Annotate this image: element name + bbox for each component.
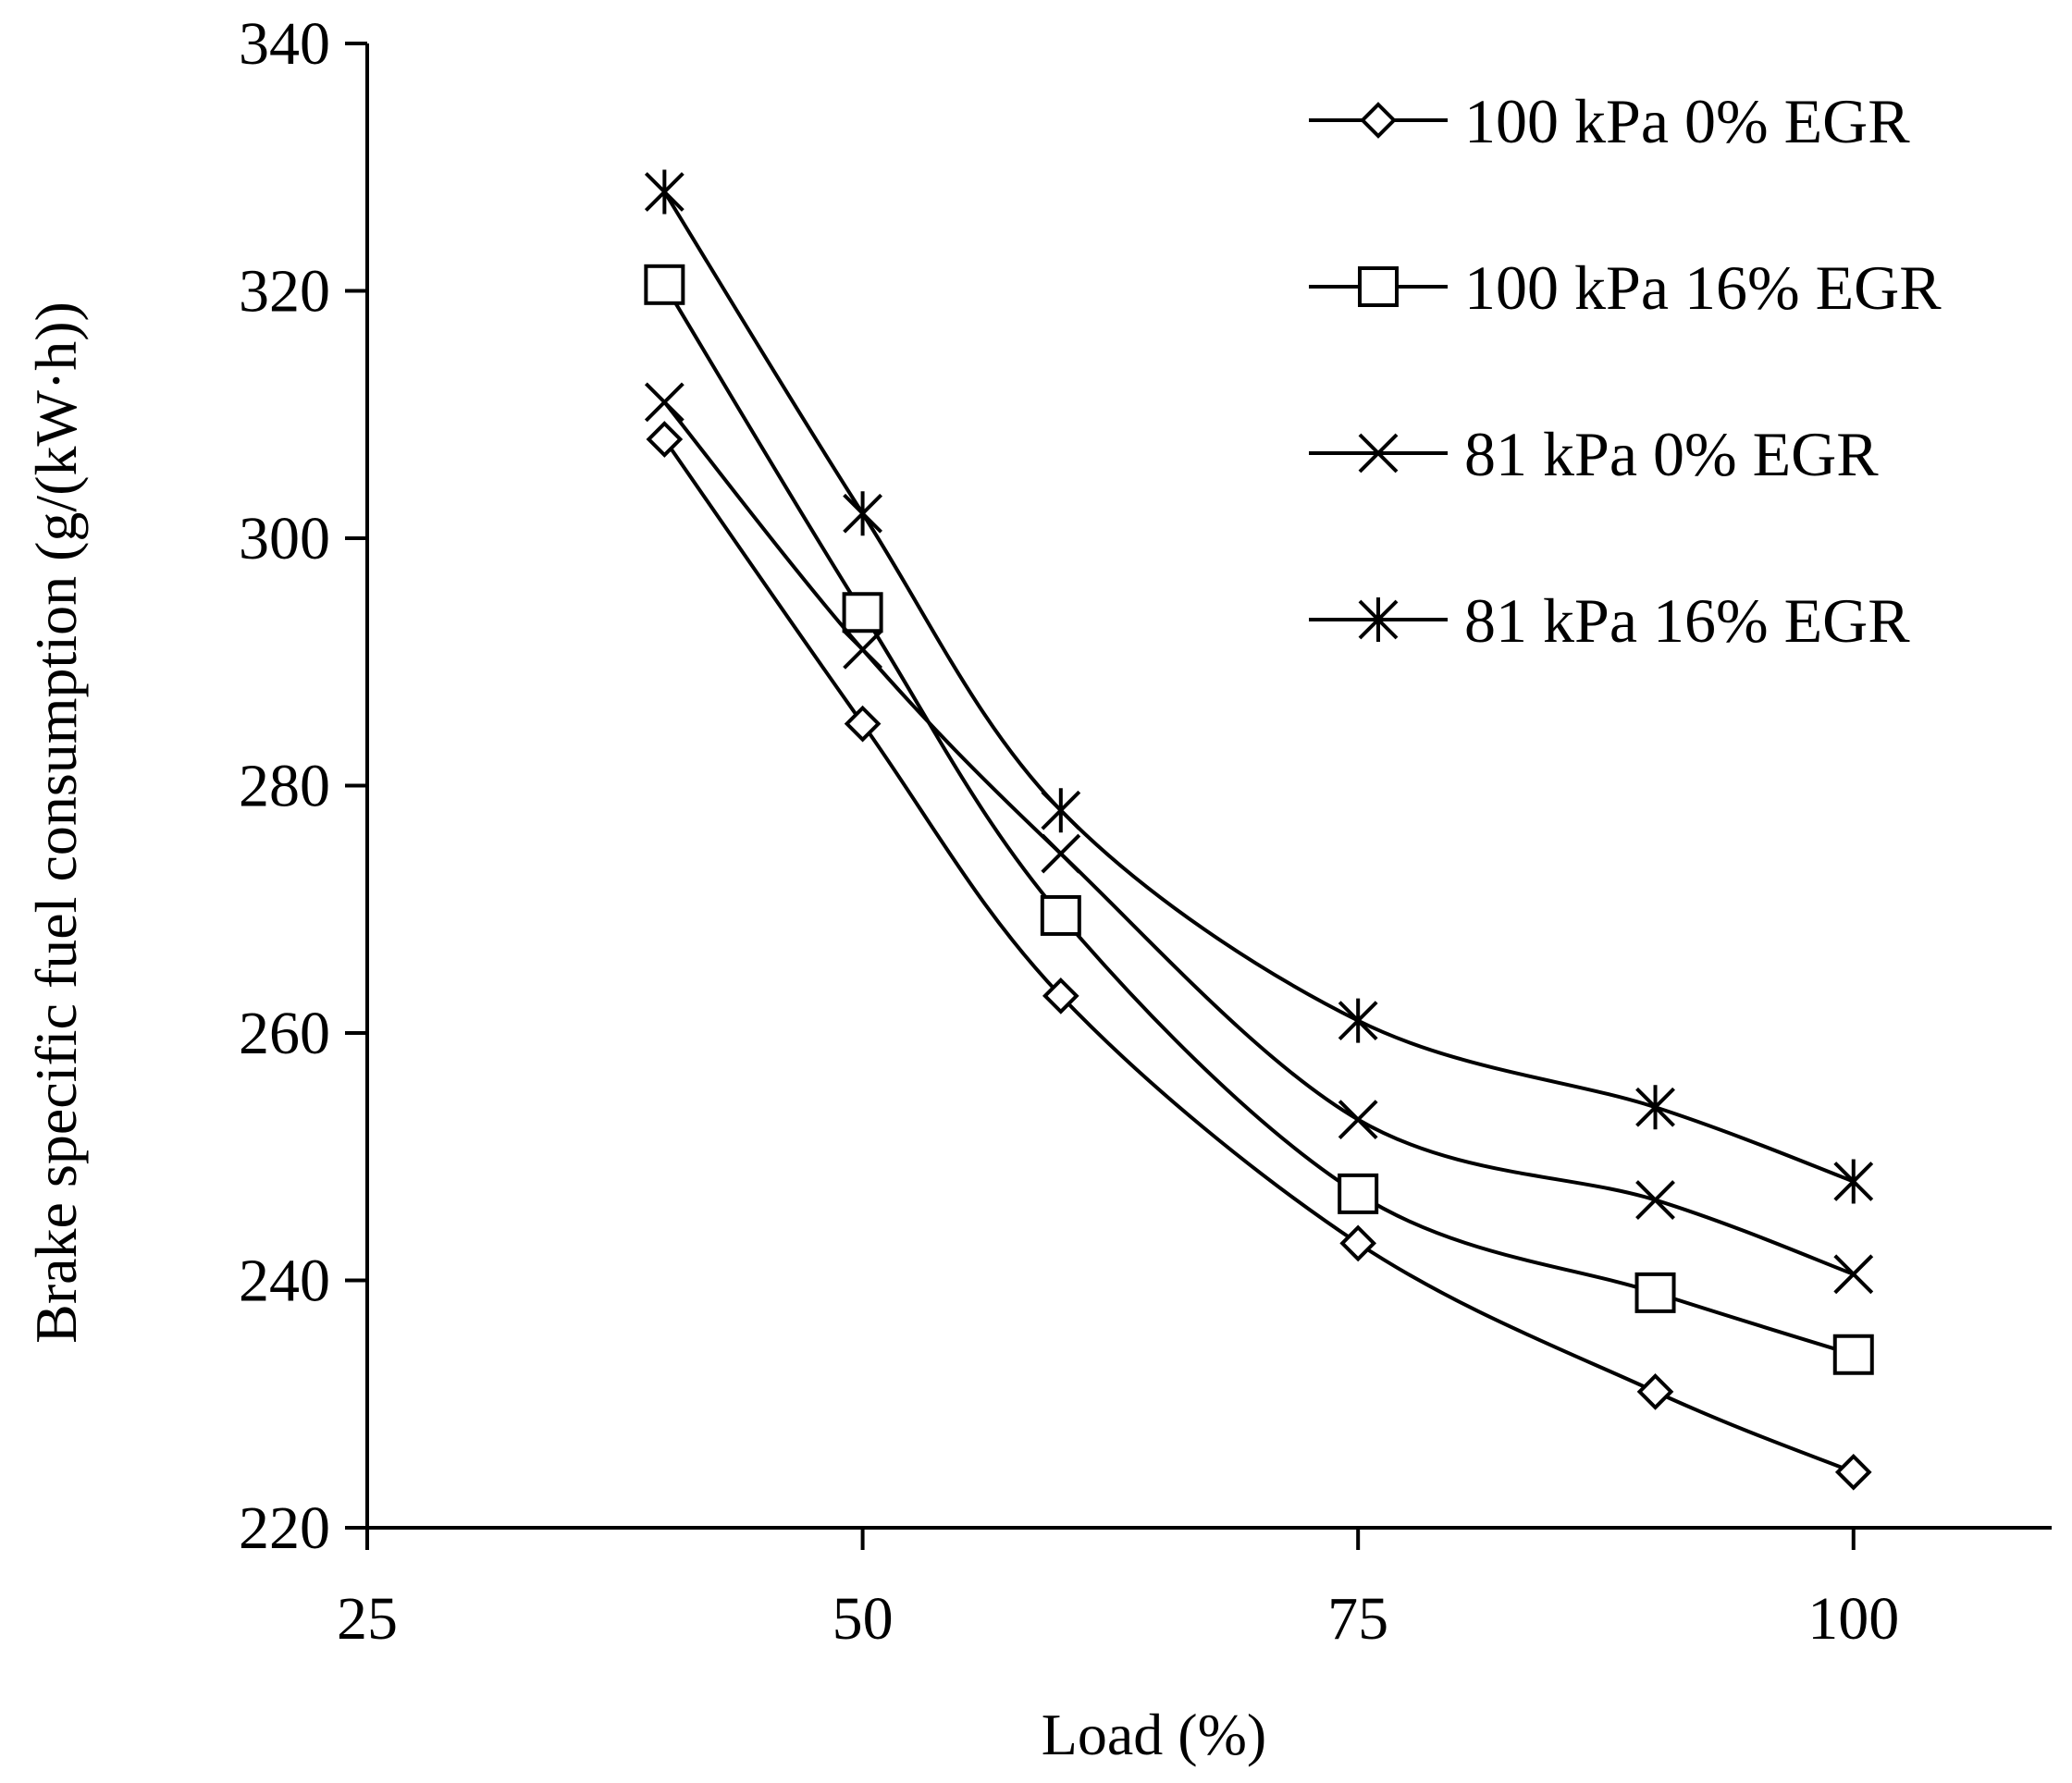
series-2 — [644, 264, 1874, 1375]
data-point-x — [644, 382, 684, 423]
data-point-x — [1833, 1254, 1874, 1295]
series-line — [662, 400, 1855, 1276]
y-tick-label: 340 — [239, 10, 330, 78]
x-axis-title: Load (%) — [1042, 1702, 1266, 1767]
data-point-square — [644, 264, 685, 305]
legend: 100 kPa 0% EGR 100 kPa 16% EGR 81 kPa 0% E… — [1309, 86, 1942, 656]
data-point-star — [1833, 1159, 1874, 1204]
legend-marker-square — [1358, 266, 1399, 307]
data-point-star — [1338, 998, 1378, 1043]
data-point-diamond — [1834, 1453, 1872, 1491]
legend-marker-star — [1358, 597, 1399, 642]
series-line — [662, 191, 1855, 1184]
y-ticks: 220 240 260 280 300 320 340 — [239, 10, 367, 1562]
series-3 — [644, 382, 1874, 1295]
data-point-diamond — [1636, 1373, 1674, 1410]
legend-item: 100 kPa 0% EGR — [1309, 86, 1910, 156]
data-point-diamond — [1339, 1224, 1377, 1262]
data-point-star — [843, 491, 883, 536]
x-tick-label: 25 — [337, 1585, 398, 1653]
legend-label: 81 kPa 0% EGR — [1464, 419, 1879, 489]
data-point-square — [842, 592, 883, 633]
data-point-x — [1338, 1100, 1378, 1140]
y-tick-label: 220 — [239, 1494, 330, 1562]
data-point-square — [1040, 894, 1081, 936]
y-tick-label: 280 — [239, 753, 330, 820]
series-4 — [644, 169, 1874, 1204]
x-tick-label: 75 — [1327, 1585, 1388, 1653]
series-1 — [646, 421, 1872, 1491]
y-tick-label: 300 — [239, 505, 330, 572]
data-point-square — [1634, 1272, 1676, 1313]
x-tick-label: 100 — [1807, 1585, 1899, 1653]
data-point-diamond — [646, 421, 684, 458]
legend-item: 81 kPa 0% EGR — [1309, 419, 1879, 489]
y-tick-label: 260 — [239, 1000, 330, 1067]
legend-label: 100 kPa 0% EGR — [1464, 86, 1910, 156]
legend-item: 81 kPa 16% EGR — [1309, 585, 1910, 656]
data-point-star — [1635, 1085, 1675, 1130]
legend-item: 100 kPa 16% EGR — [1309, 252, 1942, 323]
series-layer — [644, 169, 1874, 1491]
legend-marker-diamond — [1360, 102, 1397, 139]
data-point-diamond — [844, 705, 882, 743]
data-point-x — [843, 629, 883, 670]
data-point-star — [644, 169, 684, 215]
data-point-x — [1635, 1180, 1675, 1220]
x-ticks: 25 50 75 100 — [337, 1528, 1899, 1653]
y-axis-title: Brake specific fuel consumption (g/(kW·h… — [23, 301, 89, 1344]
data-point-x — [1041, 833, 1081, 874]
y-tick-label: 320 — [239, 258, 330, 326]
data-point-square — [1338, 1173, 1379, 1214]
legend-label: 81 kPa 16% EGR — [1464, 585, 1910, 656]
data-point-star — [1041, 788, 1081, 833]
legend-label: 100 kPa 16% EGR — [1464, 252, 1942, 323]
legend-marker-x — [1358, 433, 1399, 473]
x-tick-label: 50 — [832, 1585, 894, 1653]
data-point-diamond — [1042, 978, 1079, 1014]
y-tick-label: 240 — [239, 1248, 330, 1315]
data-point-square — [1832, 1334, 1874, 1375]
